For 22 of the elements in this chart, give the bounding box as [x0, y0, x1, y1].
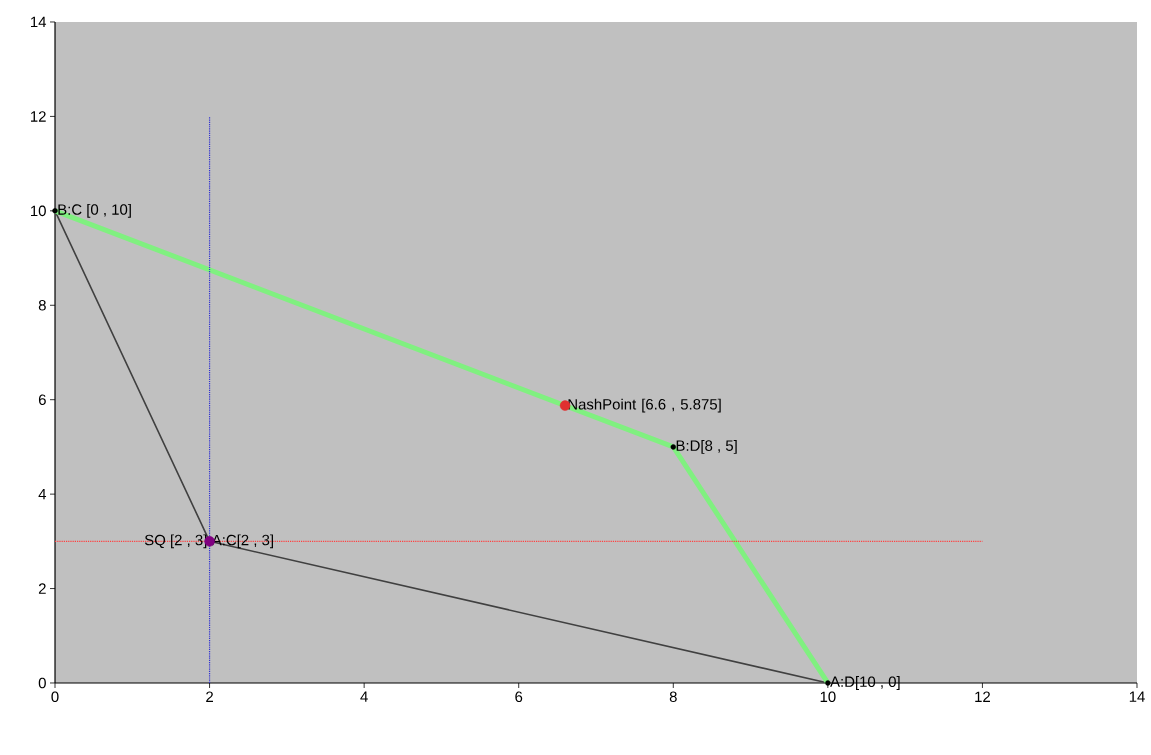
annotation: B:D[8 , 5] [676, 439, 737, 454]
x-tick-label: 10 [820, 691, 836, 703]
y-tick-label: 4 [38, 488, 47, 500]
y-tick-label: 8 [38, 299, 46, 311]
point [670, 444, 676, 450]
annotation: A:D[10 , 0] [830, 676, 900, 690]
y-tick-label: 6 [38, 394, 46, 405]
x-tick-label: 0 [51, 691, 59, 703]
y-tick-label: 2 [38, 583, 46, 594]
x-tick-label: 2 [206, 691, 213, 702]
point [52, 208, 58, 214]
x-tick-label: 14 [1129, 691, 1145, 702]
y-tick-label: 10 [31, 205, 46, 217]
x-tick-label: 8 [669, 691, 677, 703]
x-tick-label: 4 [360, 691, 368, 702]
x-tick-label: 6 [515, 691, 523, 703]
annotation: NashPoint [6.6 , 5.875] [568, 398, 721, 413]
y-tick-label: 12 [31, 111, 46, 122]
y-tick-label: 0 [38, 677, 46, 689]
y-tick-label: 14 [31, 16, 47, 28]
x-tick-label: 12 [975, 691, 990, 702]
annotation: B:C [0 , 10] [58, 203, 131, 218]
